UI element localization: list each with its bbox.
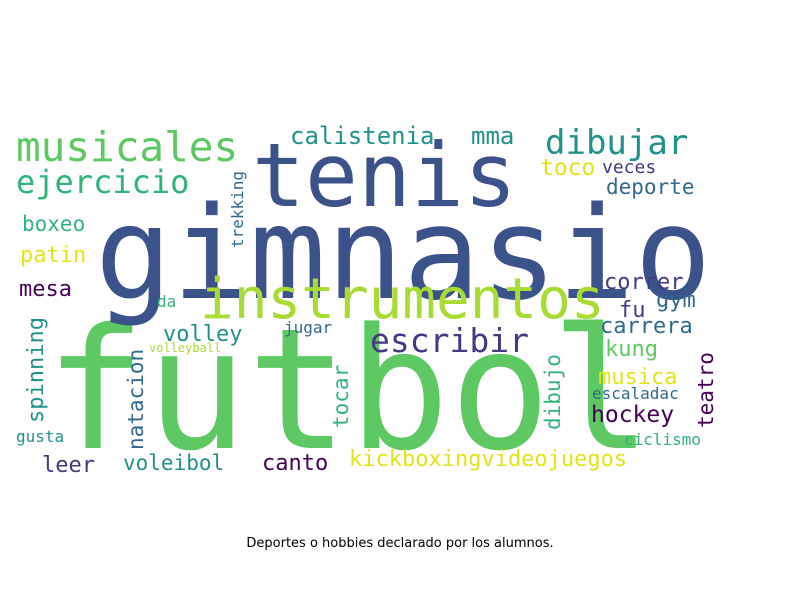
word-escribir: escribir (370, 321, 529, 360)
word-fu: fu (619, 298, 646, 323)
word-musica: musica (598, 365, 677, 390)
word-hockey: hockey (591, 402, 674, 428)
word-carrera: carrera (600, 314, 693, 339)
word-escaladac: escaladac (592, 384, 679, 403)
word-teatro: teatro (694, 352, 718, 428)
word-mesa: mesa (19, 277, 72, 302)
word-voleibol: voleibol (123, 451, 224, 475)
word-leer: leer (42, 453, 95, 478)
word-dibujar: dibujar (545, 123, 688, 163)
word-cloud-words: futbol gimnasio tenis instrumentos music… (16, 122, 718, 488)
word-ejercicio: ejercicio (16, 163, 189, 201)
word-spinning: spinning (24, 317, 49, 423)
word-jugar: jugar (284, 318, 333, 337)
word-da: da (157, 292, 176, 311)
word-dibujo: dibujo (541, 354, 565, 430)
word-gusta: gusta (16, 427, 64, 446)
word-tocar: tocar (329, 365, 353, 428)
word-volley: volley (163, 322, 242, 347)
word-gimnasio: gimnasio (95, 180, 712, 329)
word-deporte: deporte (606, 175, 695, 199)
word-tenis: tenis (252, 124, 517, 227)
word-patin: patin (20, 243, 86, 268)
word-natacion: natacion (124, 349, 148, 450)
word-boxeo: boxeo (22, 212, 85, 236)
word-canto: canto (262, 451, 328, 476)
word-kung: kung (605, 337, 658, 362)
word-calistenia: calistenia (290, 122, 435, 150)
figure-caption: Deportes o hobbies declarado por los alu… (246, 536, 554, 551)
word-trekking: trekking (228, 171, 247, 248)
word-kickboxingvideojuegos: kickboxingvideojuegos (349, 447, 627, 472)
word-toco: toco (540, 155, 595, 181)
word-gym: gym (656, 288, 696, 313)
word-musicales: musicales (16, 123, 238, 171)
word-instrumentos: instrumentos (200, 267, 605, 332)
word-mma: mma (471, 122, 514, 150)
word-volleyball: volleyball (149, 341, 221, 355)
word-veces: veces (602, 157, 656, 178)
word-correr: correr (604, 270, 683, 295)
word-ciclismo: ciclismo (624, 430, 701, 449)
word-futbol: futbol (45, 292, 652, 488)
